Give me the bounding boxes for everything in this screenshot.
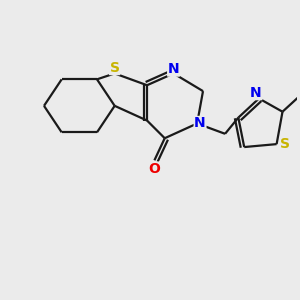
Text: N: N <box>250 85 262 100</box>
Text: N: N <box>194 116 206 130</box>
Text: O: O <box>148 162 160 176</box>
Text: S: S <box>280 137 290 151</box>
Text: S: S <box>110 61 120 75</box>
Text: N: N <box>168 62 179 76</box>
